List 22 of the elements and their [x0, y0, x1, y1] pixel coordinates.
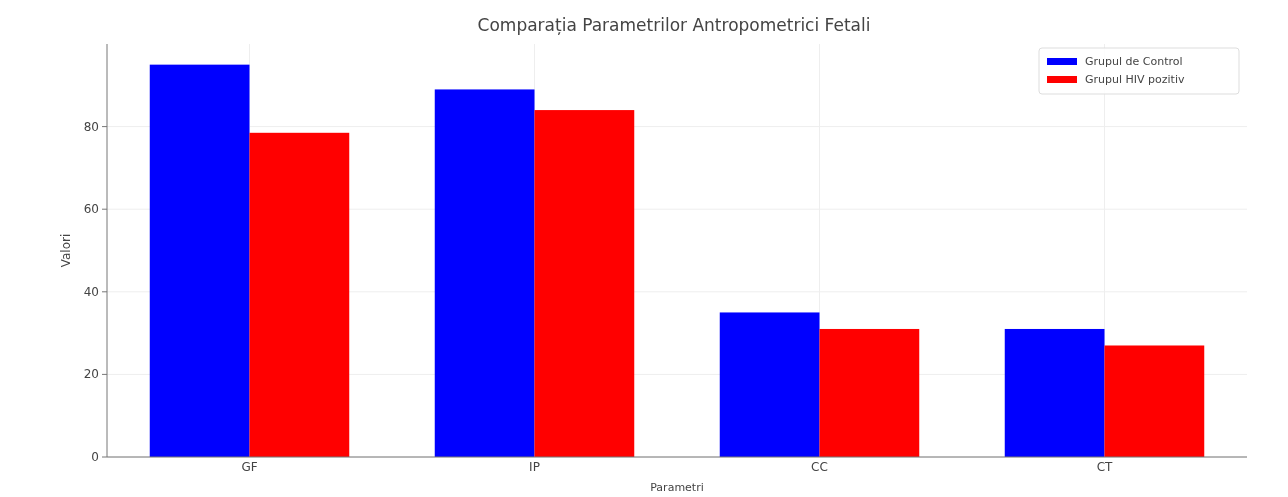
y-tick-label: 60: [83, 202, 99, 217]
bar: [534, 110, 635, 457]
x-tick-label: CC: [811, 460, 828, 474]
chart-title: Comparația Parametrilor Antropometrici Fetali: [477, 15, 871, 35]
legend-label: Grupul de Control: [1085, 55, 1183, 68]
x-tick-label: IP: [529, 460, 540, 474]
y-tick-label: 80: [83, 119, 99, 134]
x-tick-label: GF: [241, 460, 258, 474]
legend-label: Grupul HIV pozitiv: [1085, 73, 1185, 86]
x-tick-label: CT: [1096, 460, 1114, 474]
x-axis-title: Parametri: [650, 481, 704, 494]
y-tick-label: 20: [83, 367, 99, 382]
bar: [434, 89, 535, 457]
y-tick-label: 0: [91, 450, 99, 464]
bar: [249, 132, 350, 457]
bar: [819, 328, 920, 457]
bar: [1004, 328, 1105, 457]
y-tick-label: 40: [83, 284, 99, 299]
bar: [149, 64, 250, 457]
y-axis-title: Valori: [59, 233, 73, 268]
bar: [719, 312, 820, 457]
bar: [1104, 345, 1205, 457]
